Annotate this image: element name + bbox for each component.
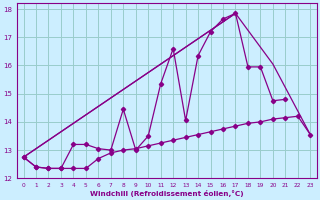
X-axis label: Windchill (Refroidissement éolien,°C): Windchill (Refroidissement éolien,°C): [90, 190, 244, 197]
